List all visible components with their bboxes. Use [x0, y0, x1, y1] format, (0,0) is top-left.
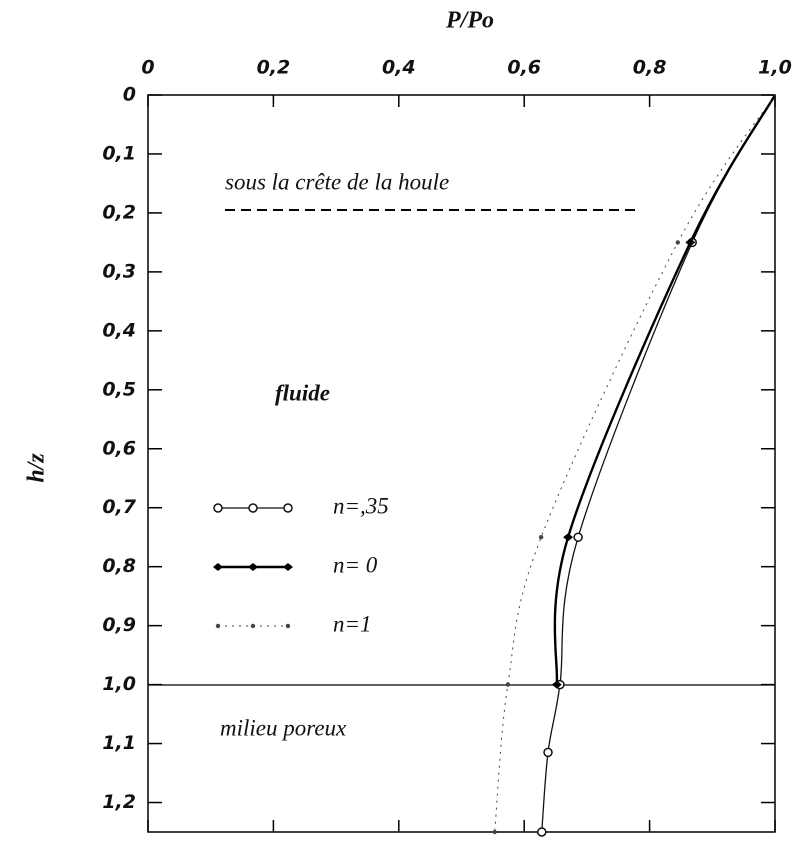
- data-point: [551, 680, 562, 689]
- series-line: [541, 94, 776, 833]
- y-tick-label: 0,8: [102, 555, 136, 577]
- y-tick-label: 0,4: [102, 319, 136, 341]
- legend-label: n= 0: [333, 552, 378, 577]
- y-tick-label: 0,3: [102, 260, 136, 282]
- legend-marker: [213, 563, 223, 571]
- y-tick-label: 0,2: [102, 201, 136, 223]
- y-tick-label: 0,6: [102, 437, 136, 459]
- x-tick-label: 0,4: [382, 57, 416, 79]
- legend-marker: [283, 503, 293, 513]
- data-point: [563, 533, 574, 542]
- y-tick-label: 1,0: [102, 673, 136, 695]
- plot-frame: [147, 94, 776, 833]
- y-tick-label: 1,2: [102, 791, 136, 813]
- legend-marker: [285, 623, 291, 629]
- series-line: [553, 94, 777, 685]
- annotation: sous la crête de la houle: [225, 169, 449, 194]
- data-point: [537, 827, 547, 837]
- x-tick-label: 0,2: [257, 57, 291, 79]
- data-point: [685, 238, 696, 247]
- data-point: [675, 240, 681, 245]
- data-point: [538, 535, 544, 540]
- legend-label: n=,35: [333, 493, 389, 518]
- legend-marker: [248, 563, 258, 571]
- legend-marker: [215, 623, 221, 629]
- legend-marker: [283, 563, 293, 571]
- legend-label: n=1: [333, 611, 372, 636]
- data-point: [573, 532, 583, 542]
- x-tick-label: 0,6: [507, 57, 541, 79]
- data-point: [492, 829, 497, 835]
- data-point: [505, 682, 511, 687]
- y-tick-label: 0,7: [102, 496, 136, 518]
- x-axis-label: P/Po: [445, 8, 494, 34]
- x-tick-label: 0: [141, 57, 154, 79]
- legend-marker: [250, 623, 256, 629]
- data-point: [543, 747, 553, 758]
- y-tick-label: 0,1: [102, 142, 136, 164]
- y-tick-label: 0,5: [102, 378, 136, 400]
- legend-marker: [213, 503, 223, 513]
- annotation: milieu poreux: [220, 715, 347, 740]
- y-axis-label: h/z: [24, 453, 50, 483]
- legend-marker: [248, 503, 258, 513]
- annotation: fluide: [275, 380, 330, 405]
- y-tick-label: 1,1: [102, 732, 136, 754]
- y-tick-label: 0: [123, 84, 136, 106]
- x-tick-label: 0,8: [633, 57, 667, 79]
- series-line: [494, 94, 776, 833]
- x-tick-label: 1,0: [758, 57, 792, 79]
- y-tick-label: 0,9: [102, 614, 136, 636]
